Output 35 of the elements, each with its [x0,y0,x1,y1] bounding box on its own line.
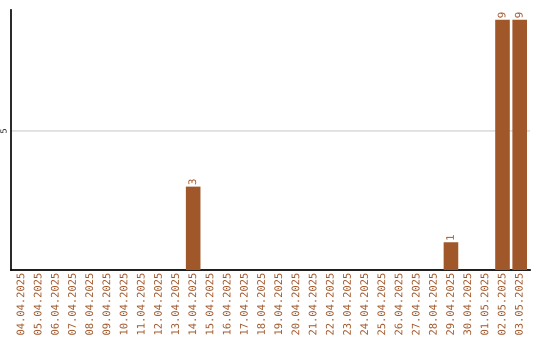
x-tick-label: 12.04.2025 [154,274,162,334]
x-tick-label: 14.04.2025 [188,274,196,334]
data-label: 3 [188,179,196,184]
x-tick-label: 27.04.2025 [412,274,420,335]
x-tick-label: 28.04.2025 [428,274,437,335]
x-tick-label: 29.04.2025 [446,274,454,335]
x-tick-label: 22.04.2025 [326,274,334,335]
x-tick-label: 16.04.2025 [222,274,231,334]
x-tick-label: 01.05.2025 [480,274,488,335]
x-tick-label: 11.04.2025 [136,274,145,334]
x-tick-label: 25.04.2025 [377,274,386,335]
x-tick-label: 19.04.2025 [274,274,282,334]
x-tick-label: 05.04.2025 [34,274,42,335]
x-tick-label: 18.04.2025 [257,274,265,334]
x-tick-label: 10.04.2025 [120,274,128,334]
data-label: 1 [446,235,454,240]
x-tick-label: 20.04.2025 [291,274,300,335]
x-tick-label: 30.04.2025 [463,274,472,335]
x-tick-label: 08.04.2025 [85,274,94,335]
x-tick-label: 23.04.2025 [343,274,351,335]
x-tick-label: 24.04.2025 [360,274,368,335]
data-label: 9 [514,12,523,18]
x-tick-label: 06.04.2025 [50,274,59,335]
x-tick-label: 09.04.2025 [102,274,110,335]
x-tick-label: 02.05.2025 [498,274,506,335]
x-tick-label: 07.04.2025 [68,274,76,335]
x-tick-label: 15.04.2025 [206,274,214,334]
x-tick-label: 04.04.2025 [16,274,24,335]
y-tick-label: 5 [0,129,7,133]
x-tick-label: 17.04.2025 [240,274,248,334]
x-tick-label: 03.05.2025 [514,274,523,335]
x-tick-label: 26.04.2025 [394,274,402,335]
data-label: 9 [498,12,506,18]
x-tick-label: 13.04.2025 [171,274,180,334]
x-tick-label: 21.04.2025 [308,274,317,335]
